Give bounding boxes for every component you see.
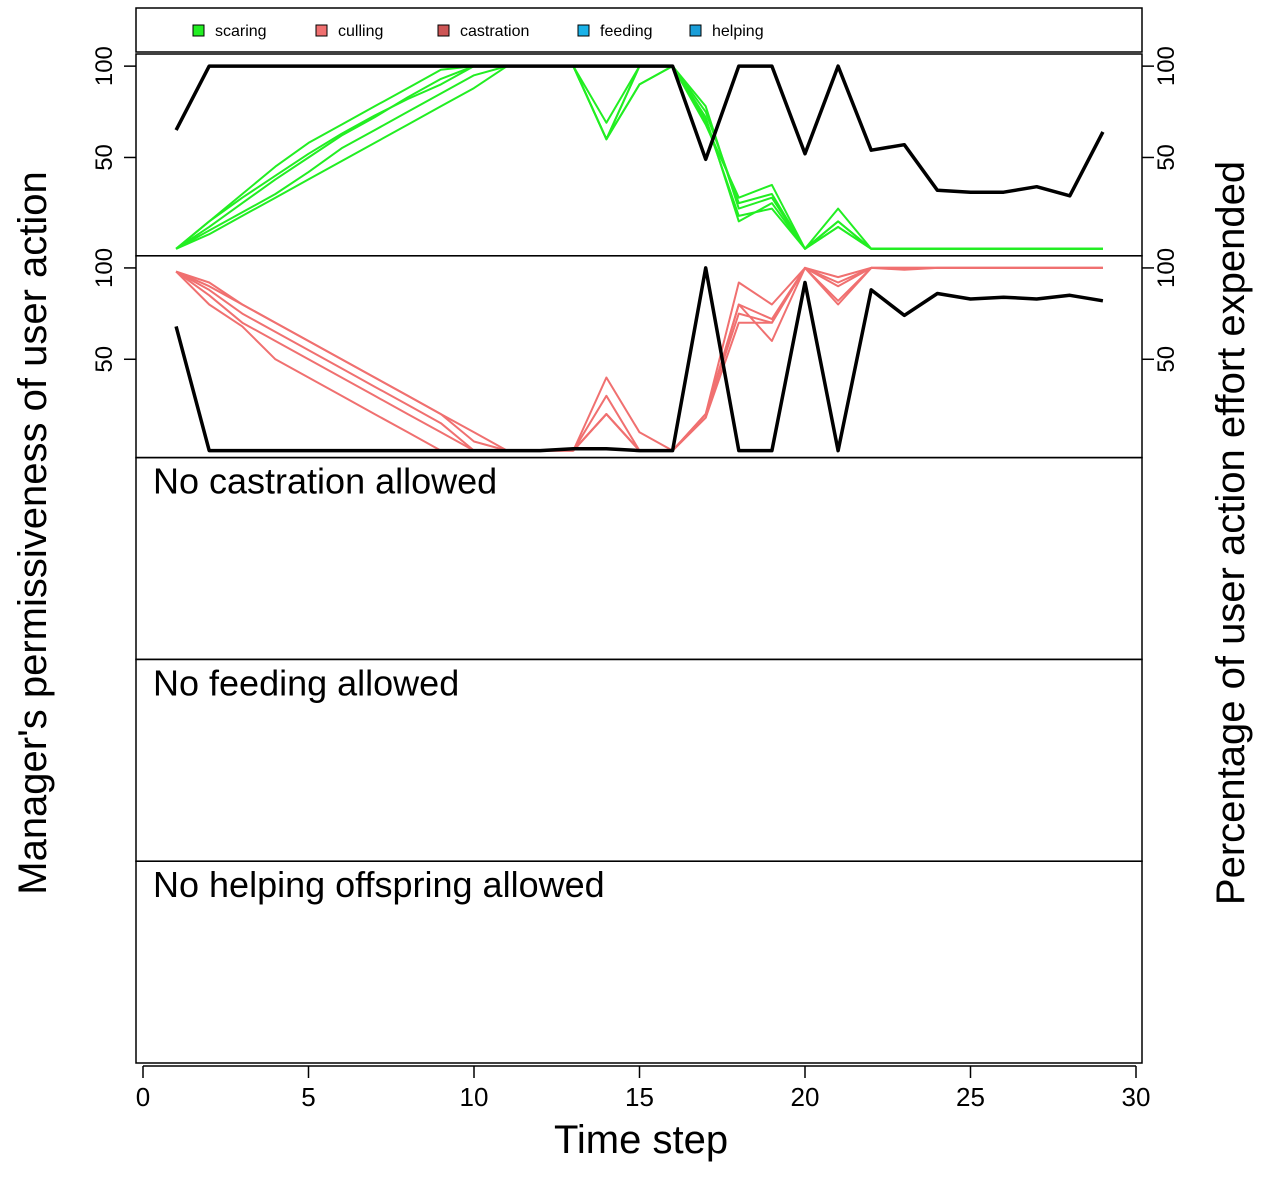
series-culling-5 [175, 266, 1103, 452]
y-tick-label-right: 50 [1153, 346, 1180, 373]
x-tick-label: 5 [301, 1082, 315, 1112]
x-tick-label: 15 [625, 1082, 654, 1112]
x-tick-label: 10 [460, 1082, 489, 1112]
panel-scaring: 50 50 100 100 [91, 46, 1180, 257]
legend-label-castration: castration [460, 23, 529, 40]
series-culling-4 [175, 266, 1103, 452]
y-tick-label-right: 100 [1153, 248, 1180, 288]
series-scaring-5 [175, 65, 1103, 250]
panel-castration: No castration allowed [135, 456, 1143, 661]
series-scaring-2 [175, 65, 1103, 250]
panel-frame [135, 860, 1143, 1064]
legend-swatch-feeding [577, 24, 590, 37]
x-tick-label: 25 [956, 1082, 985, 1112]
legend-swatch-culling [315, 24, 328, 37]
series-culling-1 [175, 266, 1103, 452]
x-tick-label: 0 [136, 1082, 150, 1112]
legend-box [135, 7, 1143, 53]
plot-panels: 50 50 100 100 50 50 100 100 No castration allowe… [91, 46, 1180, 1064]
permissiveness-line-scaring [174, 64, 1105, 198]
y-tick-label-left: 50 [91, 346, 118, 373]
permissiveness-line-culling [174, 266, 1104, 453]
y-tick-label-right: 50 [1153, 144, 1180, 171]
legend-label-helping: helping [712, 23, 764, 40]
legend-label-scaring: scaring [215, 23, 267, 40]
legend-swatch-helping [689, 24, 702, 37]
panel-message-helping: No helping offspring allowed [153, 864, 605, 905]
y-axis-label-left: Manager's permissiveness of user action [11, 171, 55, 895]
legend-label-feeding: feeding [600, 23, 653, 40]
y-tick-label-left: 100 [91, 248, 118, 288]
x-tick-label: 20 [791, 1082, 820, 1112]
series-scaring-3 [175, 65, 1103, 250]
y-tick-label-left: 100 [91, 46, 118, 86]
series-scaring-4 [175, 65, 1103, 250]
y-tick-label-left: 50 [91, 144, 118, 171]
panel-culling: 50 50 100 100 [91, 248, 1180, 459]
legend-label-culling: culling [338, 23, 383, 40]
legend: scaring culling castration feeding helping [135, 7, 1143, 53]
legend-swatch-castration [437, 24, 450, 37]
panel-frame [135, 255, 1143, 459]
panel-message-castration: No castration allowed [153, 461, 497, 502]
x-axis: 0 5 10 15 20 25 30 [136, 1065, 1151, 1112]
series-scaring-1 [175, 65, 1103, 250]
y-axis-label-right: Percentage of user action effort expende… [1209, 161, 1253, 905]
series-culling-2 [175, 266, 1103, 452]
series-culling-3 [175, 266, 1103, 452]
x-tick-label: 30 [1122, 1082, 1151, 1112]
x-axis-label: Time step [554, 1118, 728, 1162]
legend-swatch-scaring [192, 24, 205, 37]
panel-feeding: No feeding allowed [135, 658, 1143, 862]
panel-message-feeding: No feeding allowed [153, 662, 459, 703]
panel-helping: No helping offspring allowed [135, 860, 1143, 1064]
y-tick-label-right: 100 [1153, 46, 1180, 86]
